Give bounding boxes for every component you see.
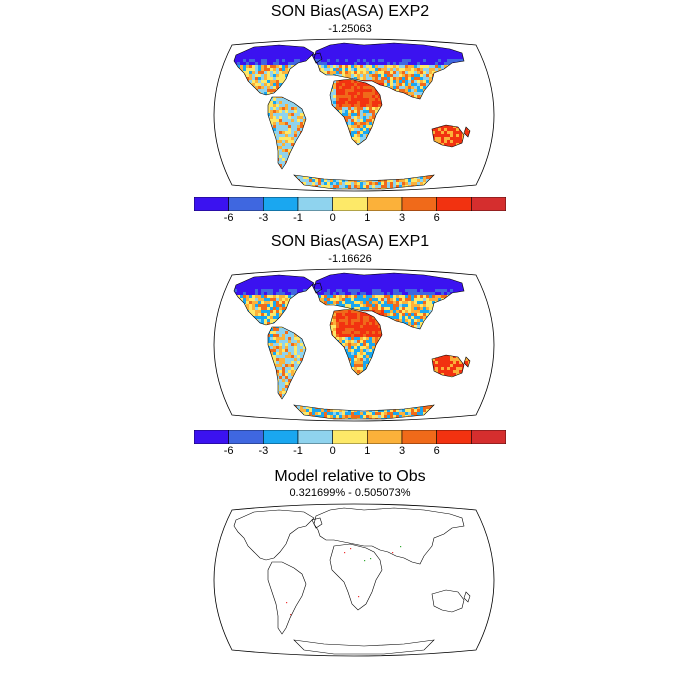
colorbar-labels: -6 -3 -1 0 1 3 6 [194, 212, 506, 226]
world-map-exp2 [213, 38, 495, 192]
panel-exp2: SON Bias(ASA) EXP2 -1.25063 -6 -3 -1 0 1 3 6 [0, 0, 700, 230]
colorbar-tick-label: 6 [433, 212, 440, 224]
colorbar-tick-label: -3 [258, 212, 269, 224]
panel-title: Model relative to Obs [274, 468, 426, 485]
panel-title: SON Bias(ASA) EXP2 [270, 3, 430, 20]
colorbar-tick-label: 0 [329, 445, 336, 457]
colorbar [194, 430, 506, 444]
colorbar [194, 197, 506, 211]
world-map-model-vs-obs [213, 503, 495, 657]
panel-title: SON Bias(ASA) EXP1 [270, 233, 430, 250]
colorbar-tick-label: -3 [258, 445, 269, 457]
panel-subtitle: -1.16626 [328, 253, 372, 265]
colorbar-swatch [471, 197, 506, 211]
panel-subtitle: 0.321699% - 0.505073% [289, 487, 411, 499]
panel-subtitle: -1.25063 [328, 23, 372, 35]
world-map-exp1 [213, 268, 495, 422]
panel-exp1: SON Bias(ASA) EXP1 -1.16626 -6 -3 -1 0 1 3 6 [194, 233, 506, 459]
colorbar-tick-label: -1 [293, 212, 303, 224]
colorbar-swatch [471, 430, 506, 444]
colorbar-tick-label: 6 [433, 445, 440, 457]
colorbar-tick-label: 1 [364, 212, 371, 224]
colorbar-tick-label: 0 [329, 212, 336, 224]
colorbar-tick-label: -6 [223, 212, 234, 224]
colorbar-tick-label: 3 [398, 445, 406, 457]
colorbar-tick-label: -1 [293, 445, 303, 457]
colorbar-labels: -6 -3 -1 0 1 3 6 [194, 445, 506, 459]
colorbar-tick-label: -6 [223, 445, 234, 457]
colorbar-tick-label: 1 [364, 445, 371, 457]
colorbar-tick-label: 3 [398, 212, 406, 224]
